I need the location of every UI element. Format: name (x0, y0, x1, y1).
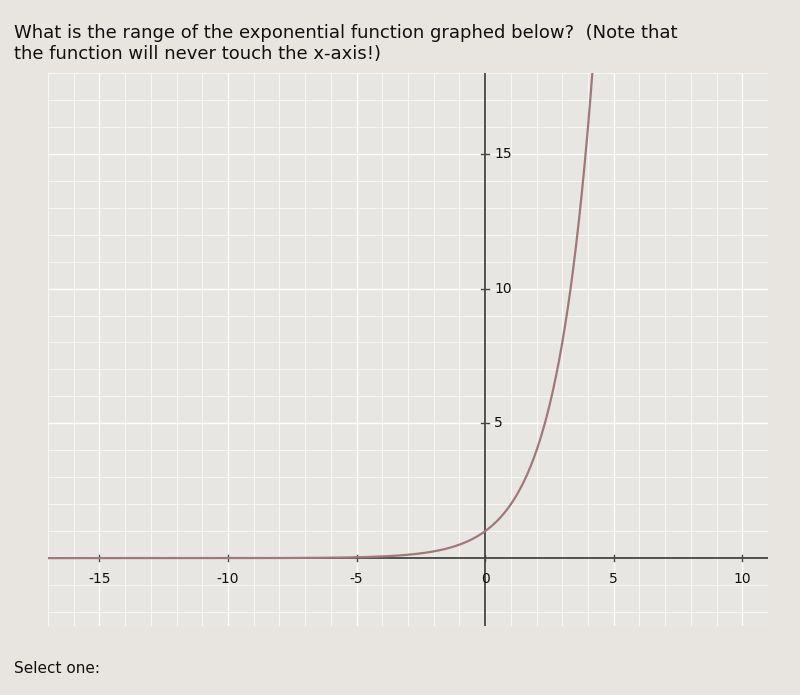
Text: 10: 10 (734, 571, 751, 586)
Text: -15: -15 (88, 571, 110, 586)
Text: 10: 10 (494, 281, 512, 295)
Text: Select one:: Select one: (14, 660, 101, 676)
Text: 15: 15 (494, 147, 512, 161)
Text: 5: 5 (494, 416, 503, 430)
Text: 0: 0 (481, 571, 490, 586)
Text: 5: 5 (610, 571, 618, 586)
Text: What is the range of the exponential function graphed below?  (Note that: What is the range of the exponential fun… (14, 24, 678, 42)
Text: -5: -5 (350, 571, 363, 586)
Text: the function will never touch the x-axis!): the function will never touch the x-axis… (14, 45, 382, 63)
Text: -10: -10 (217, 571, 239, 586)
